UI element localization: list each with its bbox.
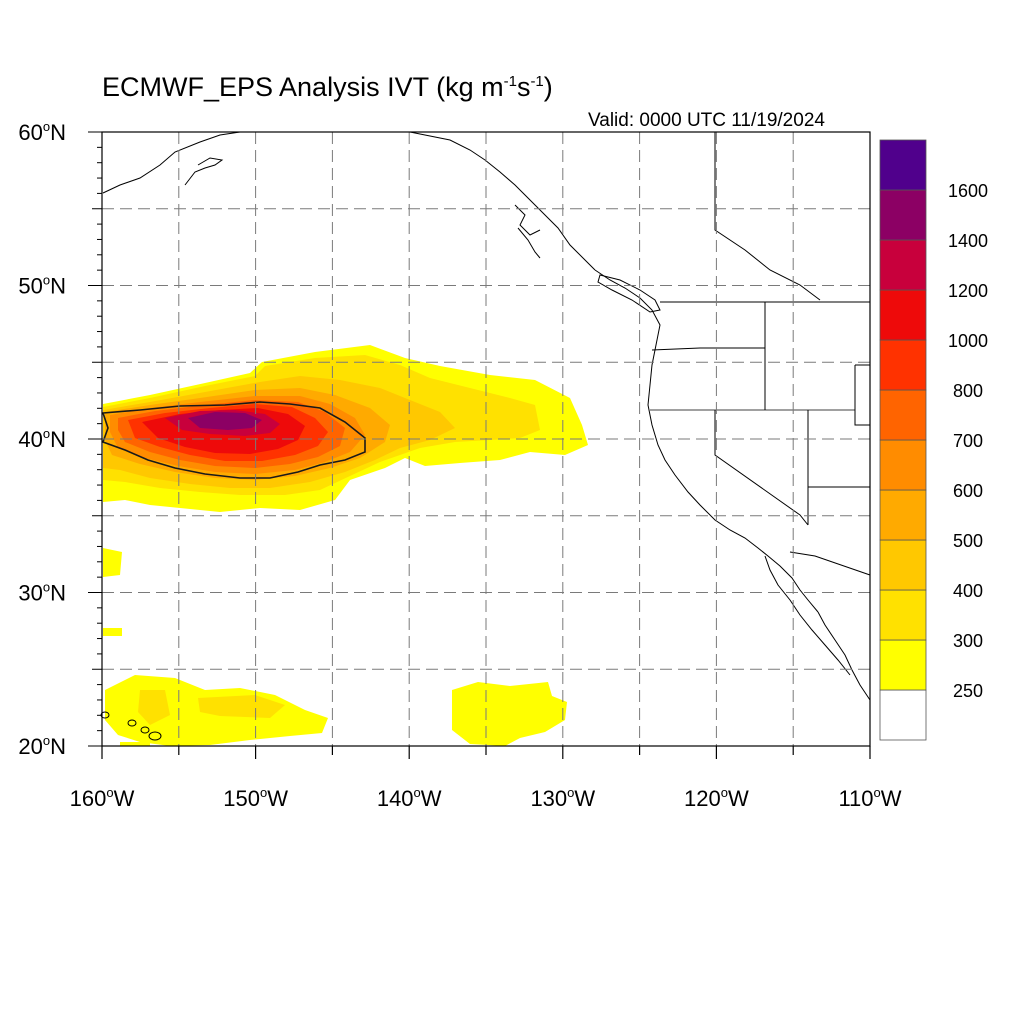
island [148,731,162,741]
colorbar-label: 600 [953,481,983,501]
colorbar-swatch [879,389,927,441]
coast-line [714,410,809,526]
coast-line [102,131,241,194]
coastlines-and-borders [100,131,871,741]
coast-line [409,131,596,271]
colorbar-swatch [879,139,927,191]
ivt-patch-central [452,682,567,746]
coast-line [184,157,224,186]
ivt-patch-subtropics [103,548,122,577]
colorbar-swatch [879,489,927,541]
lat-label: 30oN [18,580,66,606]
lon-label: 130oW [530,785,595,811]
lon-label: 110oW [838,785,901,811]
colorbar-label: 1400 [948,231,988,251]
coast-line [651,347,765,351]
ivt-patch-edge [120,742,150,746]
axis-ticks [88,131,871,759]
colorbar-swatch [879,189,927,241]
island [127,719,137,727]
colorbar-swatch [879,239,927,291]
ivt-patch-hawaii-east [198,695,285,718]
map-title: ECMWF_EPS Analysis IVT (kg m-1s-1) [102,72,553,103]
ivt-patch-hawaii-core [138,690,170,725]
colorbar-label: 700 [953,431,983,451]
lon-label: 150oW [223,785,288,811]
lat-lon-gridlines [102,132,870,746]
lat-label: 40oN [18,426,66,452]
colorbar-swatch [879,289,927,341]
lon-label: 120oW [684,785,749,811]
colorbar-swatch [879,589,927,641]
colorbar-swatch [879,539,927,591]
coast-line [789,551,871,576]
coast-line [714,132,821,301]
valid-time: Valid: 0000 UTC 11/19/2024 [588,110,825,131]
colorbar-swatch [879,689,927,741]
colorbar-swatch [879,339,927,391]
coast-line [514,204,541,236]
coast-line [594,269,819,613]
title-exponent-1: -1 [503,73,517,90]
ivt-patch-small [103,628,122,636]
lat-label: 60oN [18,119,66,145]
ivt-band-1400 [188,412,262,430]
lon-label: 160oW [70,785,135,811]
colorbar-label: 300 [953,631,983,651]
colorbar-label: 1200 [948,281,988,301]
colorbar-label: 800 [953,381,983,401]
lat-label: 20oN [18,733,66,759]
lon-label: 140oW [377,785,442,811]
title-main: ECMWF_EPS Analysis IVT (kg m [102,72,504,102]
coast-line [817,611,871,701]
coast-line [764,555,851,676]
coast-line [597,274,661,313]
colorbar-label: 500 [953,531,983,551]
ivt-field [103,345,588,746]
colorbar-label: 400 [953,581,983,601]
colorbar-swatch [879,639,927,691]
colorbar-label: 250 [953,681,983,701]
coast-line [854,364,870,426]
title-end: ) [543,72,553,102]
title-exponent-2: -1 [530,73,544,90]
colorbar-label: 1000 [948,331,988,351]
colorbar: 250 300 400 500 600 700 800 1000 1200 1400 1600 [879,139,988,741]
colorbar-label: 1600 [948,181,988,201]
colorbar-swatch [879,439,927,491]
island [140,726,150,734]
coast-line [517,227,541,259]
lat-label: 50oN [18,273,66,299]
title-mid: s [516,72,531,102]
axis-labels: 160oW 150oW 140oW 130oW 120oW 110oW 20oN 30oN 40… [18,119,901,811]
